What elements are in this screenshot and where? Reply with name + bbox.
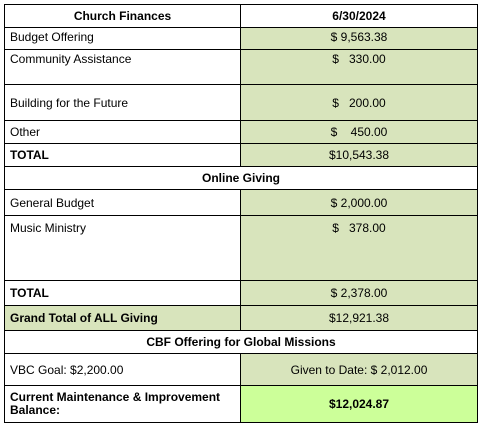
row: Building for the Future $ 200.00 — [4, 84, 478, 121]
header-cell: Church Finances — [4, 4, 241, 28]
amount: $ 2,000.00 — [240, 189, 478, 216]
amount: $ 2,378.00 — [240, 280, 478, 306]
amount: $ 9,563.38 — [240, 27, 478, 50]
amount: $ 450.00 — [240, 120, 478, 144]
grand-total-row: Grand Total of ALL Giving $12,921.38 — [4, 305, 478, 331]
section-row: Online Giving — [4, 166, 478, 190]
label: General Budget — [4, 189, 241, 216]
amount: $ 200.00 — [240, 84, 478, 121]
row: Music Ministry $ 378.00 — [4, 215, 478, 281]
row: General Budget $ 2,000.00 — [4, 189, 478, 216]
amount: $ 330.00 — [240, 49, 478, 85]
label: Other — [4, 120, 241, 144]
amount: $12,024.87 — [240, 385, 478, 423]
amount: $12,921.38 — [240, 305, 478, 331]
section-heading: CBF Offering for Global Missions — [4, 330, 478, 354]
label: Building for the Future — [4, 84, 241, 121]
label: Current Maintenance & Improvement Balanc… — [4, 385, 241, 423]
label: TOTAL — [4, 280, 241, 306]
label: Grand Total of ALL Giving — [4, 305, 241, 331]
amount: Given to Date: $ 2,012.00 — [240, 353, 478, 386]
header-cell: 6/30/2024 — [240, 4, 478, 28]
label: Community Assistance — [4, 49, 241, 85]
finance-table: Church Finances 6/30/2024 Budget Offerin… — [4, 4, 478, 423]
label: Budget Offering — [4, 27, 241, 50]
header-row: Church Finances 6/30/2024 — [4, 4, 478, 28]
row: Budget Offering $ 9,563.38 — [4, 27, 478, 50]
section-row: CBF Offering for Global Missions — [4, 330, 478, 354]
label: TOTAL — [4, 143, 241, 167]
total-row: TOTAL $ 2,378.00 — [4, 280, 478, 306]
section-heading: Online Giving — [4, 166, 478, 190]
label: Music Ministry — [4, 215, 241, 281]
amount: $10,543.38 — [240, 143, 478, 167]
amount: $ 378.00 — [240, 215, 478, 281]
total-row: TOTAL $10,543.38 — [4, 143, 478, 167]
row: Other $ 450.00 — [4, 120, 478, 144]
row: Community Assistance $ 330.00 — [4, 49, 478, 85]
label: VBC Goal: $2,200.00 — [4, 353, 241, 386]
balance-row: Current Maintenance & Improvement Balanc… — [4, 385, 478, 423]
row: VBC Goal: $2,200.00 Given to Date: $ 2,0… — [4, 353, 478, 386]
